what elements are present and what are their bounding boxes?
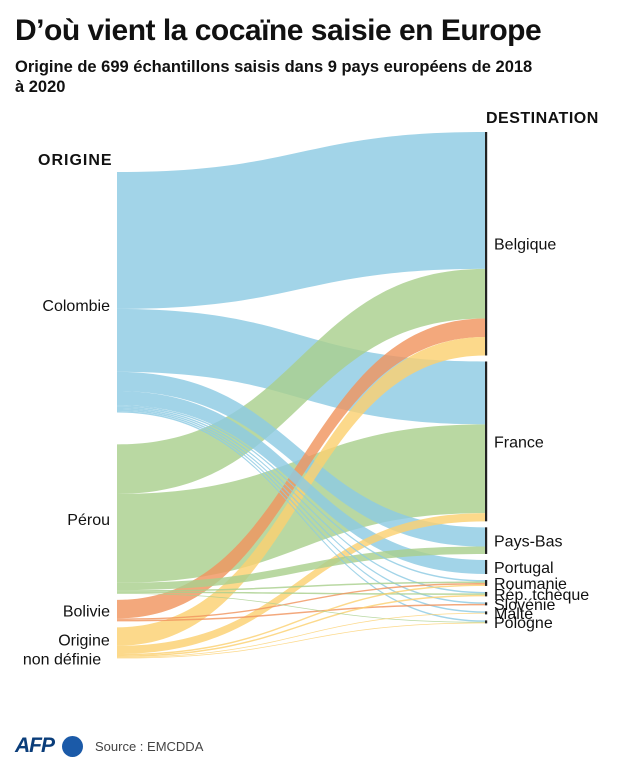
destination-bar-malte (485, 611, 488, 615)
destination-bar-france (485, 361, 488, 522)
origin-label-perou: Pérou (67, 512, 110, 529)
destination-label-rep_tcheque: Rép. tchèque (494, 587, 589, 604)
flow-perou-pologne (117, 593, 485, 623)
flow-indefinie-roumanie (117, 584, 485, 656)
destination-label-pologne: Pologne (494, 615, 553, 632)
flow-bolivie-belgique (117, 318, 485, 619)
flow-perou-belgique (117, 268, 485, 494)
page-subtitle: Origine de 699 échantillons saisis dans … (15, 58, 533, 96)
destination-bar-portugal (485, 559, 488, 575)
flow-perou-paysbas (117, 546, 485, 591)
origin-label-bolivie: Bolivie (63, 604, 110, 621)
destination-label-malte: Malte (494, 606, 533, 623)
flow-colombie-belgique (117, 132, 485, 309)
destination-label-slovenie: Slovénie (494, 597, 555, 614)
destination-axis (485, 132, 488, 624)
destination-label-france: France (494, 434, 544, 451)
destination-bar-belgique (485, 132, 488, 356)
flow-indefinie-pologne (117, 622, 485, 659)
flow-indefinie-france (117, 513, 485, 654)
destination-label-paysbas: Pays-Bas (494, 534, 562, 551)
page-title: D’où vient la cocaïne saisie en Europe (15, 14, 542, 47)
flow-colombie-roumanie (117, 405, 485, 582)
destination-label-roumanie: Roumanie (494, 576, 567, 593)
sankey-labels: ORIGINE DESTINATION Colombie Pérou Bolivie Or… (23, 110, 599, 668)
flow-perou-rep_tcheque (117, 591, 485, 595)
destination-bar-pologne (485, 620, 488, 624)
destination-label-belgique: Belgique (494, 237, 556, 254)
flow-colombie-pologne (117, 411, 485, 622)
flow-bolivie-slovenie (117, 603, 485, 622)
flow-perou-france (117, 424, 485, 583)
destination-bar-slovenie (485, 602, 488, 606)
flow-colombie-portugal (117, 391, 485, 575)
flow-perou-roumanie (117, 581, 485, 592)
afp-logo-dot (62, 736, 83, 757)
flow-indefinie-belgique (117, 336, 485, 646)
origin-label-indefinie: Origine non définie (23, 632, 110, 668)
flow-bolivie-roumanie (117, 582, 485, 620)
destination-header: DESTINATION (486, 110, 599, 127)
destination-bar-rep_tcheque (485, 591, 488, 597)
flow-colombie-paysbas (117, 371, 485, 547)
flow-colombie-rep_tcheque (117, 406, 485, 594)
source-note: Source : EMCDDA (95, 739, 204, 754)
afp-logo: AFP (15, 734, 85, 758)
destination-bar-roumanie (485, 580, 488, 586)
flow-colombie-slovenie (117, 408, 485, 604)
origin-label-colombie: Colombie (42, 298, 110, 315)
sankey-links (117, 132, 485, 659)
origin-header: ORIGINE (38, 152, 113, 169)
flow-indefinie-rep_tcheque (117, 594, 485, 657)
afp-logo-text: AFP (15, 734, 55, 757)
destination-bar-paysbas (485, 527, 488, 554)
flow-colombie-malte (117, 409, 485, 613)
destination-label-portugal: Portugal (494, 560, 554, 577)
flow-indefinie-malte (117, 612, 485, 658)
